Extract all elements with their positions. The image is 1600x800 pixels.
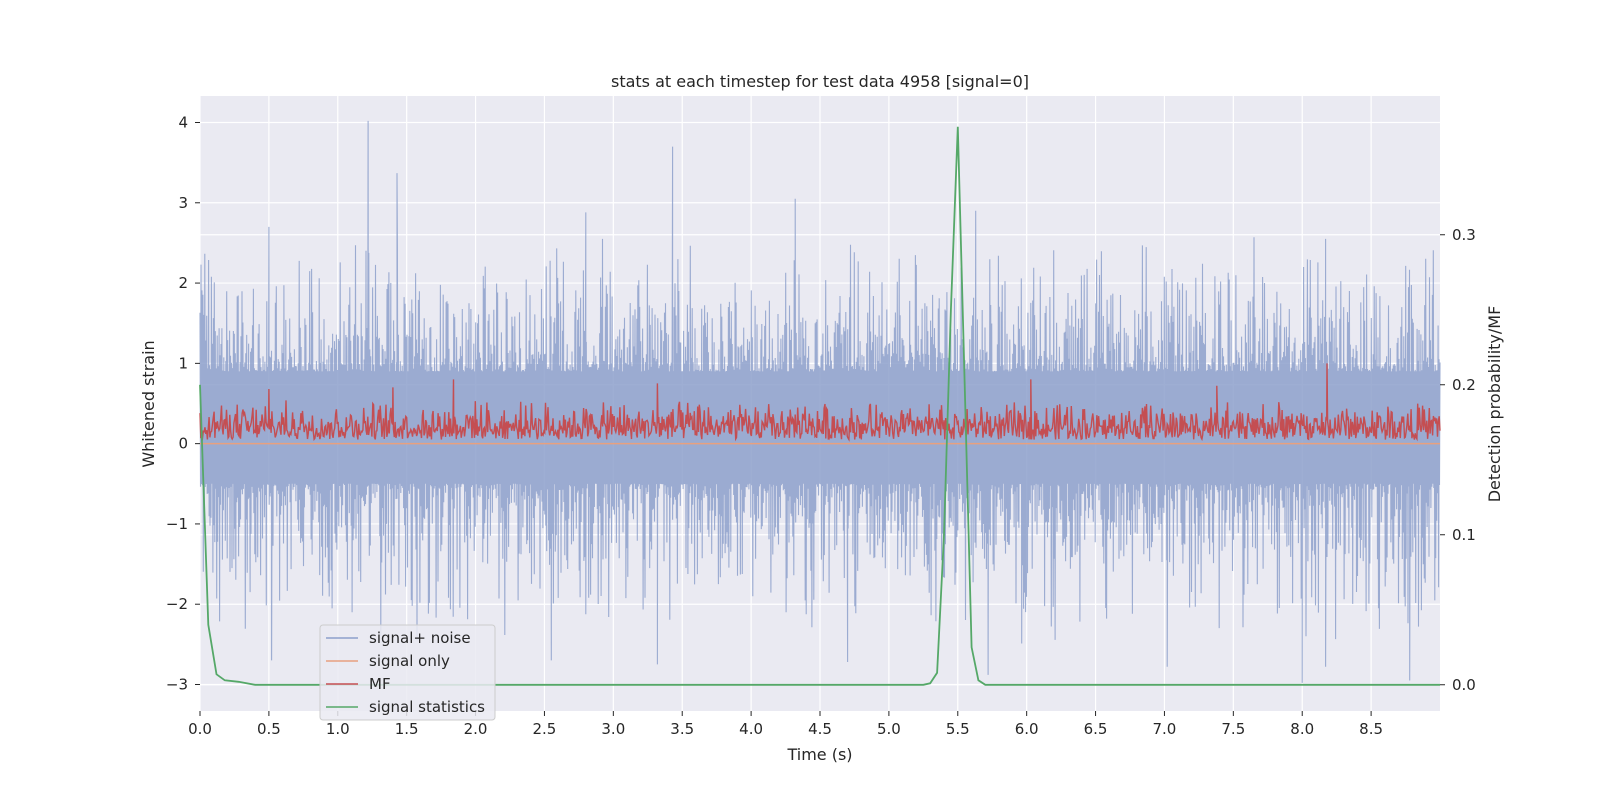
y2-axis-label: Detection probability/MF [1485,306,1504,503]
x-tick-label: 4.0 [739,720,763,738]
y-tick-label: 0 [178,435,188,453]
y-tick-label: −1 [166,515,188,533]
x-tick-label: 7.5 [1221,720,1245,738]
y2-tick-label: 0.2 [1452,376,1476,394]
series-layer [199,120,1441,686]
x-axis-label: Time (s) [786,745,852,764]
legend: signal+ noise signal only MF signal stat… [319,624,496,721]
x-tick-label: 3.5 [670,720,694,738]
x-tick-label: 8.0 [1290,720,1314,738]
x-tick-label: 2.5 [533,720,557,738]
y-axis: −3 −2 −1 0 1 2 3 4 [166,113,200,694]
legend-label-signal-only: signal only [369,652,450,670]
x-tick-label: 7.0 [1153,720,1177,738]
y-tick-label: 2 [178,274,188,292]
y-tick-label: 1 [178,354,188,372]
x-tick-label: 2.0 [464,720,488,738]
x-tick-label: 8.5 [1359,720,1383,738]
x-tick-label: 0.0 [188,720,212,738]
y-tick-label: −3 [166,676,188,694]
x-tick-label: 4.5 [808,720,832,738]
series-mf-line [199,363,1441,442]
y-axis-label: Whitened strain [139,340,158,467]
x-tick-label: 5.5 [946,720,970,738]
legend-box [319,624,496,721]
y2-tick-label: 0.3 [1452,226,1476,244]
x-tick-label: 6.5 [1084,720,1108,738]
y-tick-label: 4 [178,113,188,131]
chart-title: stats at each timestep for test data 495… [611,72,1029,91]
x-tick-label: 1.5 [395,720,419,738]
x-tick-label: 5.0 [877,720,901,738]
y-tick-label: 3 [178,194,188,212]
x-tick-label: 1.0 [326,720,350,738]
legend-label-signal-statistics: signal statistics [369,698,485,716]
x-tick-label: 3.0 [601,720,625,738]
x-tick-label: 0.5 [257,720,281,738]
series-signal-statistics-line [199,126,1440,686]
legend-label-signal-noise: signal+ noise [369,629,471,647]
y2-tick-label: 0.1 [1452,526,1476,544]
legend-label-mf: MF [369,675,391,693]
x-axis: 0.0 0.5 1.0 1.5 2.0 2.5 3.0 3.5 4.0 4.5 5.0 5.5 6.0 6… [188,711,1383,738]
x-tick-label: 6.0 [1015,720,1039,738]
y-tick-label: −2 [166,595,188,613]
y2-tick-label: 0.0 [1452,676,1476,694]
y2-axis: 0.0 0.1 0.2 0.3 [1440,226,1476,694]
